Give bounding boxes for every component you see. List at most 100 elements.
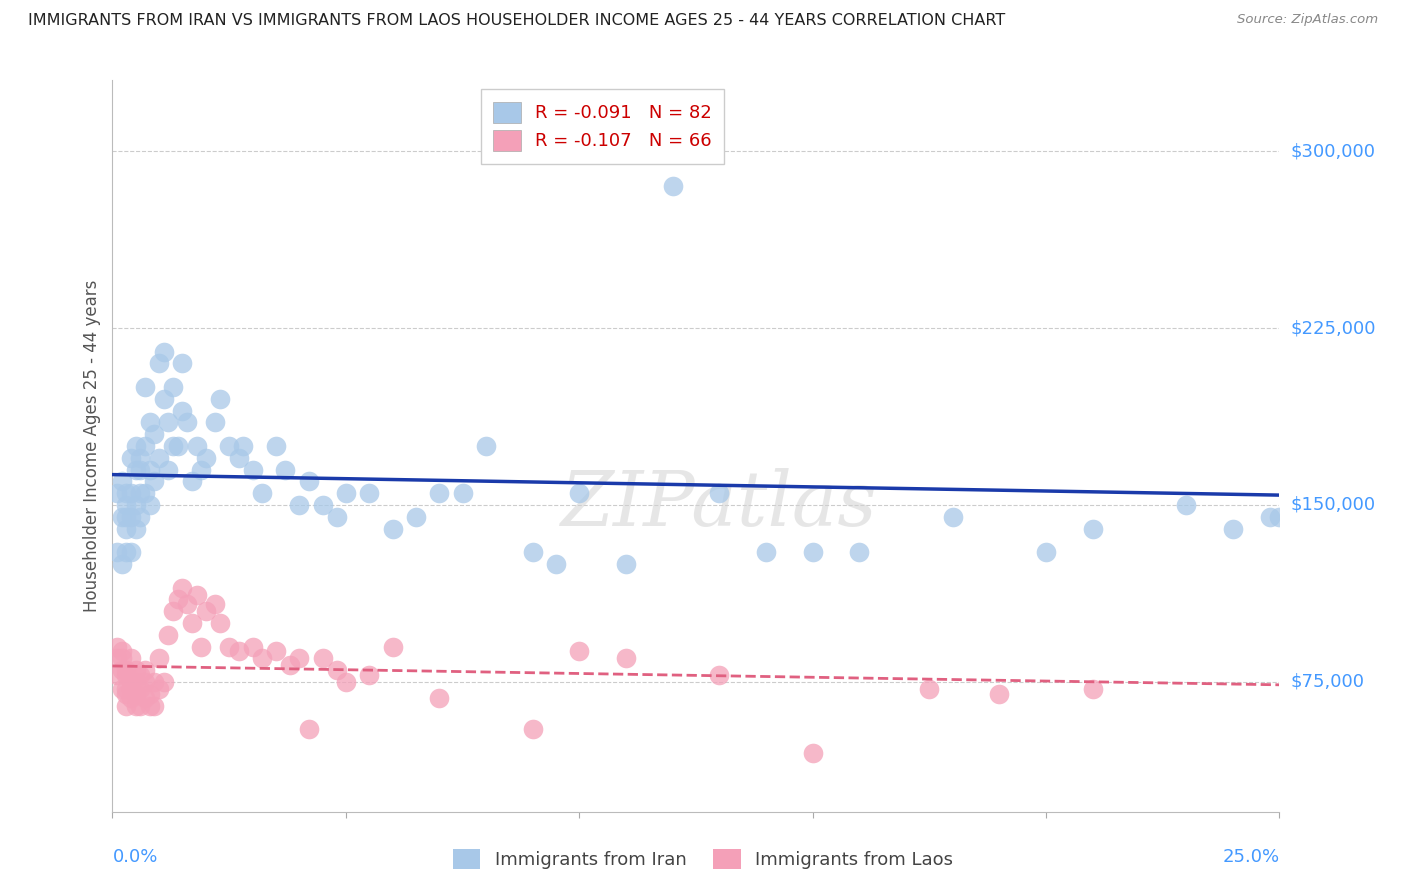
Point	[1258, 509, 1281, 524]
Point	[125, 498, 148, 512]
Text: $75,000: $75,000	[1291, 673, 1365, 691]
Point	[264, 644, 287, 658]
Text: ZIPatlas: ZIPatlas	[561, 467, 877, 541]
Point	[218, 640, 240, 654]
Point	[134, 486, 156, 500]
Text: $300,000: $300,000	[1291, 142, 1375, 160]
Point	[148, 356, 170, 370]
Point	[208, 392, 231, 406]
Point	[918, 681, 941, 696]
Point	[614, 557, 637, 571]
Point	[129, 668, 152, 682]
Point	[381, 522, 404, 536]
Point	[120, 509, 142, 524]
Point	[359, 486, 381, 500]
Point	[115, 545, 138, 559]
Point	[143, 427, 166, 442]
Legend: R = -0.091   N = 82, R = -0.107   N = 66: R = -0.091 N = 82, R = -0.107 N = 66	[481, 89, 724, 163]
Point	[942, 509, 965, 524]
Point	[180, 475, 202, 489]
Point	[111, 651, 134, 665]
Point	[1222, 522, 1244, 536]
Point	[194, 604, 217, 618]
Point	[614, 651, 637, 665]
Point	[250, 486, 273, 500]
Point	[1268, 509, 1291, 524]
Point	[115, 698, 138, 713]
Point	[105, 486, 128, 500]
Point	[115, 681, 138, 696]
Point	[129, 509, 152, 524]
Text: 25.0%: 25.0%	[1222, 848, 1279, 866]
Point	[153, 675, 176, 690]
Point	[129, 450, 152, 465]
Point	[115, 668, 138, 682]
Point	[105, 545, 128, 559]
Text: $225,000: $225,000	[1291, 319, 1376, 337]
Point	[111, 644, 134, 658]
Point	[186, 439, 208, 453]
Point	[105, 668, 128, 682]
Point	[335, 486, 357, 500]
Point	[111, 663, 134, 677]
Point	[755, 545, 778, 559]
Point	[105, 651, 128, 665]
Point	[125, 439, 148, 453]
Point	[120, 486, 142, 500]
Point	[115, 522, 138, 536]
Point	[297, 722, 319, 736]
Point	[111, 557, 134, 571]
Point	[129, 486, 152, 500]
Point	[278, 658, 301, 673]
Point	[405, 509, 427, 524]
Point	[120, 691, 142, 706]
Point	[228, 450, 250, 465]
Point	[134, 663, 156, 677]
Point	[162, 604, 184, 618]
Point	[157, 462, 180, 476]
Point	[242, 640, 264, 654]
Point	[125, 522, 148, 536]
Point	[186, 588, 208, 602]
Point	[297, 475, 319, 489]
Point	[242, 462, 264, 476]
Point	[1081, 681, 1104, 696]
Text: 0.0%: 0.0%	[112, 848, 157, 866]
Point	[208, 615, 231, 630]
Point	[172, 581, 194, 595]
Point	[129, 681, 152, 696]
Point	[325, 663, 347, 677]
Point	[325, 509, 347, 524]
Point	[139, 698, 162, 713]
Point	[311, 651, 333, 665]
Legend: Immigrants from Iran, Immigrants from Laos: Immigrants from Iran, Immigrants from La…	[444, 839, 962, 879]
Point	[264, 439, 287, 453]
Point	[143, 475, 166, 489]
Point	[111, 509, 134, 524]
Point	[204, 597, 226, 611]
Point	[111, 681, 134, 696]
Point	[134, 439, 156, 453]
Point	[105, 640, 128, 654]
Point	[162, 380, 184, 394]
Text: Source: ZipAtlas.com: Source: ZipAtlas.com	[1237, 13, 1378, 27]
Point	[115, 509, 138, 524]
Point	[274, 462, 297, 476]
Point	[568, 644, 591, 658]
Point	[134, 380, 156, 394]
Point	[115, 663, 138, 677]
Point	[709, 668, 731, 682]
Point	[190, 640, 212, 654]
Point	[139, 416, 162, 430]
Point	[153, 344, 176, 359]
Point	[125, 675, 148, 690]
Point	[115, 498, 138, 512]
Point	[139, 687, 162, 701]
Point	[166, 592, 188, 607]
Point	[359, 668, 381, 682]
Point	[111, 475, 134, 489]
Point	[120, 681, 142, 696]
Point	[709, 486, 731, 500]
Point	[1175, 498, 1198, 512]
Point	[120, 675, 142, 690]
